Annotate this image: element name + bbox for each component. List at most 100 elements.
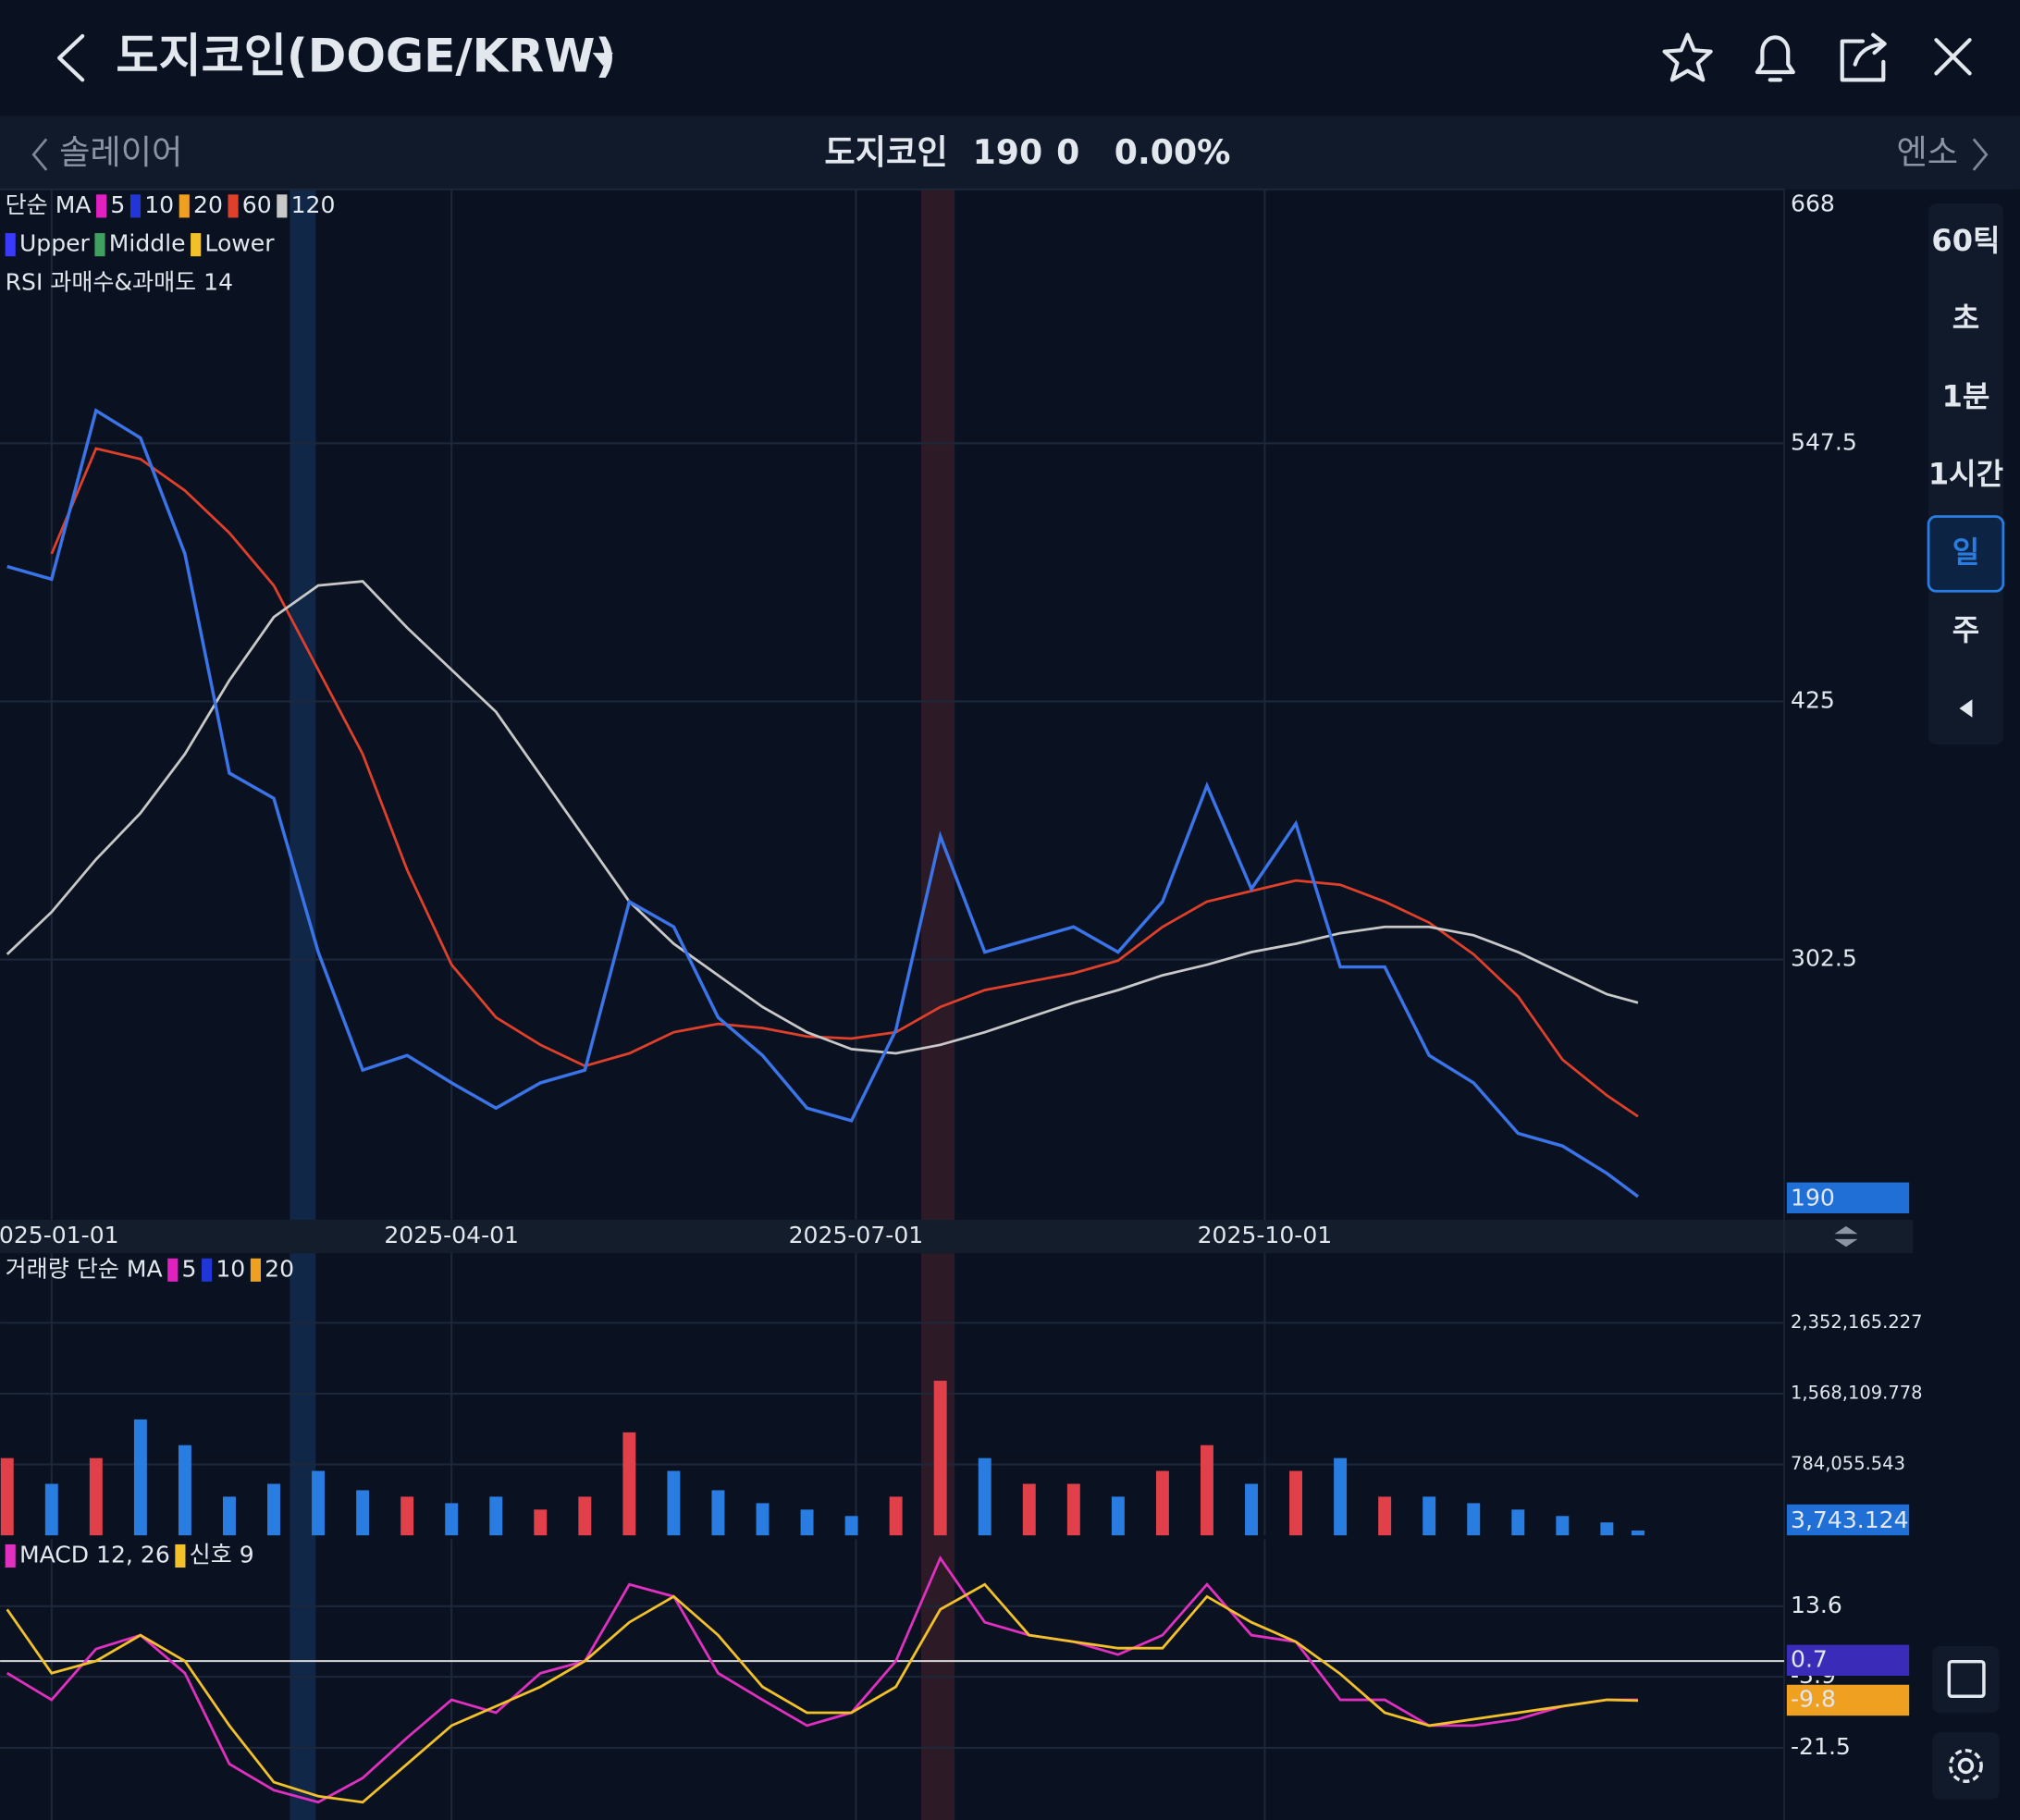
volume-bar <box>312 1470 326 1536</box>
layout-icon[interactable] <box>1947 1659 1986 1699</box>
menu-item[interactable]: 초 <box>1952 301 1979 336</box>
alarm-icon[interactable] <box>1755 35 1795 82</box>
legend-swatch <box>228 194 239 218</box>
share-icon[interactable] <box>1840 32 1887 82</box>
indicator-line <box>6 1582 1639 1804</box>
volume-bar <box>667 1470 681 1536</box>
volume-bar <box>578 1496 592 1536</box>
indicator-label: RSI 과매수&과매도 14 <box>6 268 233 295</box>
volume-bar <box>0 1457 14 1536</box>
legend-label: 10 <box>216 1255 245 1282</box>
volume-bar <box>1632 1531 1644 1536</box>
volume-bar <box>978 1457 992 1536</box>
coin-change: 0 <box>1056 132 1079 172</box>
prev-arrow[interactable] <box>31 138 48 171</box>
volume-bar <box>44 1483 58 1536</box>
legend-swatch <box>175 1543 186 1568</box>
back-button[interactable] <box>57 33 85 82</box>
volume-bar <box>933 1381 947 1536</box>
close-icon[interactable] <box>1934 38 1972 76</box>
resize-handle[interactable] <box>1834 1225 1858 1248</box>
volume-bar <box>1467 1503 1481 1536</box>
menu-selected[interactable] <box>1927 515 2005 593</box>
collapse-arrow[interactable] <box>1959 699 1973 718</box>
side-menu <box>1928 203 2003 745</box>
header-bar <box>0 0 2020 117</box>
next-arrow[interactable] <box>1972 138 1989 171</box>
coin-change-pct: 0.00% <box>1115 132 1231 172</box>
tool-button[interactable] <box>1932 1732 2000 1800</box>
volume-bar <box>1111 1496 1125 1536</box>
menu-item[interactable]: 주 <box>1952 612 1979 647</box>
y-tick-label: -21.5 <box>1791 1733 1851 1760</box>
menu-item[interactable]: 60틱 <box>1931 223 2000 258</box>
legend-swatch <box>167 1258 179 1282</box>
legend-label: Upper <box>19 230 91 257</box>
volume-bar <box>1200 1445 1213 1536</box>
legend-title: 단순 MA <box>6 191 92 218</box>
tool-button[interactable] <box>1932 1645 2000 1714</box>
dropdown-arrow[interactable] <box>592 53 614 67</box>
legend-title: 거래량 단순 MA <box>6 1255 163 1282</box>
highlight-band <box>289 1253 316 1820</box>
y-tick-label: 425 <box>1791 686 1835 713</box>
y-tick-label: 1,568,109.778 <box>1791 1382 1923 1403</box>
volume-bar <box>844 1516 858 1536</box>
page-title[interactable]: 도지코인(DOGE/KRW) <box>116 29 616 83</box>
legend-swatch <box>5 1543 16 1568</box>
y-tick-label: 547.5 <box>1791 428 1857 455</box>
legend-swatch <box>250 1258 261 1282</box>
y-tick-label: 668 <box>1791 190 1835 216</box>
legend-label: MACD 12, 26 <box>19 1541 170 1568</box>
indicator-label-box <box>1786 1684 1910 1716</box>
next-coin[interactable]: 엔소 <box>1896 132 1958 172</box>
legend-label: 20 <box>265 1255 294 1282</box>
volume-bar <box>711 1490 725 1536</box>
legend-swatch <box>179 194 190 218</box>
volume-bar <box>1378 1496 1392 1536</box>
legend-label: 5 <box>182 1255 197 1282</box>
menu-item[interactable]: 1시간 <box>1928 457 2003 492</box>
volume-bar <box>1289 1470 1303 1536</box>
volume-bar <box>400 1496 414 1536</box>
y-tick-label: 302.5 <box>1791 945 1857 972</box>
menu-item[interactable]: 1분 <box>1942 378 1990 413</box>
volume-bar <box>89 1457 103 1536</box>
indicator-line <box>6 1555 1638 1804</box>
legend-swatch <box>202 1258 213 1282</box>
volume-label-box <box>1786 1504 1910 1536</box>
date-axis-strip <box>0 1219 1914 1254</box>
volume-bar <box>1245 1483 1258 1536</box>
legend-label: 10 <box>144 191 174 218</box>
volume-bar <box>489 1496 503 1536</box>
menu-item[interactable]: 일 <box>1952 535 1979 570</box>
volume-bar <box>267 1483 280 1536</box>
prev-coin[interactable]: 솔레이어 <box>59 132 182 172</box>
legend-swatch <box>5 233 16 257</box>
indicator-value-label: 0.7 <box>1791 1645 1828 1672</box>
volume-bar <box>1600 1522 1614 1536</box>
legend-swatch <box>277 194 288 218</box>
coin-name: 도지코인 <box>824 132 947 172</box>
volume-bar <box>1556 1516 1570 1536</box>
legend-label: 120 <box>291 191 336 218</box>
legend-swatch <box>94 233 105 257</box>
settings-icon-center[interactable] <box>1957 1757 1975 1775</box>
volume-bar <box>800 1509 814 1536</box>
legend-label: 신호 9 <box>190 1541 254 1568</box>
volume-bar <box>223 1496 236 1536</box>
price-label: 190 <box>1791 1185 1835 1211</box>
highlight-band <box>920 1253 955 1820</box>
coin-price: 190 <box>973 132 1043 172</box>
legend-label: 5 <box>110 191 125 218</box>
legend-swatch <box>129 194 142 218</box>
highlight-band <box>289 189 316 1220</box>
volume-bar <box>534 1509 548 1536</box>
volume-bar <box>622 1432 636 1536</box>
settings-icon[interactable] <box>1948 1749 1983 1783</box>
favorite-icon[interactable] <box>1662 32 1713 82</box>
legend-swatch <box>191 233 202 257</box>
volume-bar <box>133 1419 147 1536</box>
